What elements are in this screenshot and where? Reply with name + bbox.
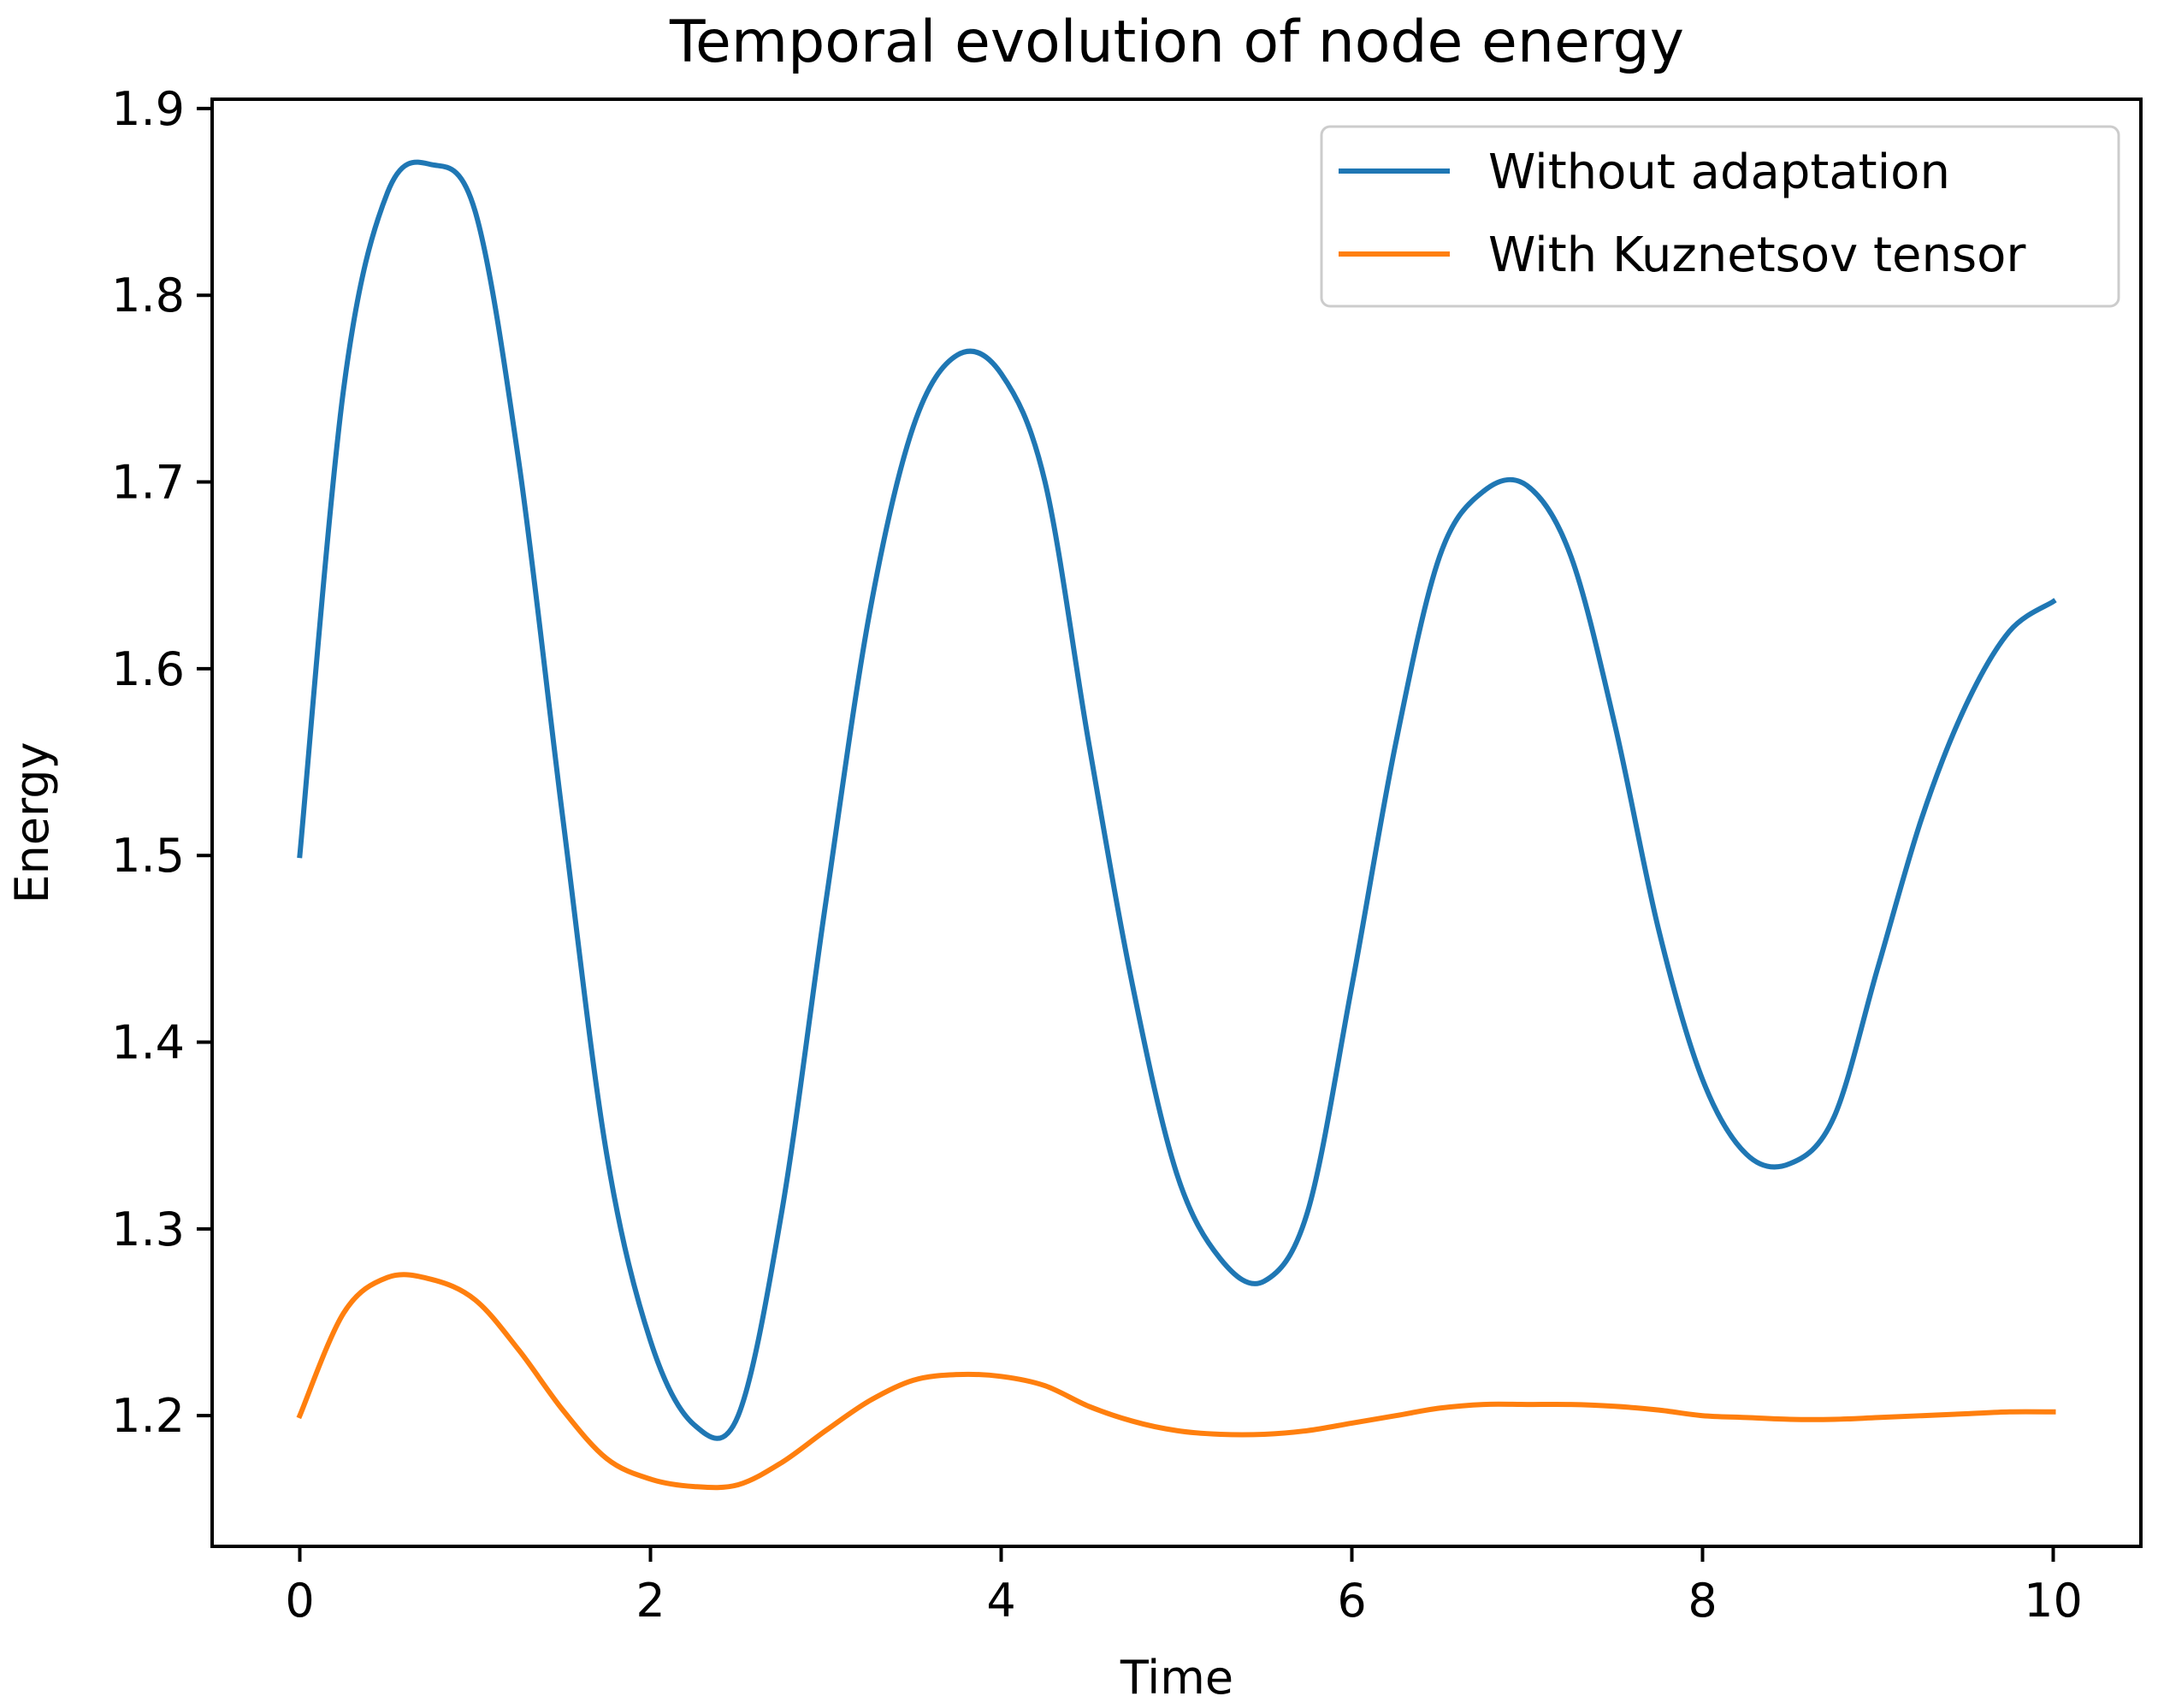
series-line-with-kuznetsov-tensor [296, 1272, 2056, 1491]
x-tick-label: 6 [1337, 1574, 1366, 1628]
x-tick-label: 0 [285, 1574, 314, 1628]
y-axis-label: Energy [5, 742, 59, 903]
plot-area [210, 98, 2143, 1548]
x-tick-label: 4 [986, 1574, 1015, 1628]
y-tick-label: 1.7 [111, 456, 185, 510]
y-axis-ticks: 1.2 1.3 1.4 1.5 1.6 1.7 1.8 1.9 [111, 82, 212, 1443]
legend-label-with-kuznetsov-tensor: With Kuznetsov tensor [1488, 228, 2026, 283]
legend-label-without-adaptation: Without adaptation [1488, 145, 1950, 200]
x-axis-label: Time [1120, 1651, 1233, 1705]
y-tick-label: 1.5 [111, 829, 185, 883]
chart-title: Temporal evolution of node energy [669, 9, 1684, 76]
x-tick-label: 8 [1688, 1574, 1717, 1628]
y-tick-label: 1.6 [111, 642, 185, 696]
series-line-without-adaptation [297, 159, 2057, 1441]
y-tick-label: 1.8 [111, 269, 185, 322]
legend: Without adaptation With Kuznetsov tensor [1320, 125, 2120, 308]
y-tick-label: 1.3 [111, 1203, 185, 1256]
x-tick-label: 10 [2024, 1574, 2083, 1628]
x-tick-label: 2 [636, 1574, 665, 1628]
x-axis-ticks: 0 2 4 6 8 10 [285, 1546, 2083, 1628]
legend-box [1320, 125, 2120, 308]
y-tick-label: 1.9 [111, 82, 185, 136]
y-tick-label: 1.4 [111, 1016, 185, 1070]
series-layer [296, 159, 2057, 1491]
plot-frame [210, 98, 2143, 1548]
y-tick-label: 1.2 [111, 1389, 185, 1443]
